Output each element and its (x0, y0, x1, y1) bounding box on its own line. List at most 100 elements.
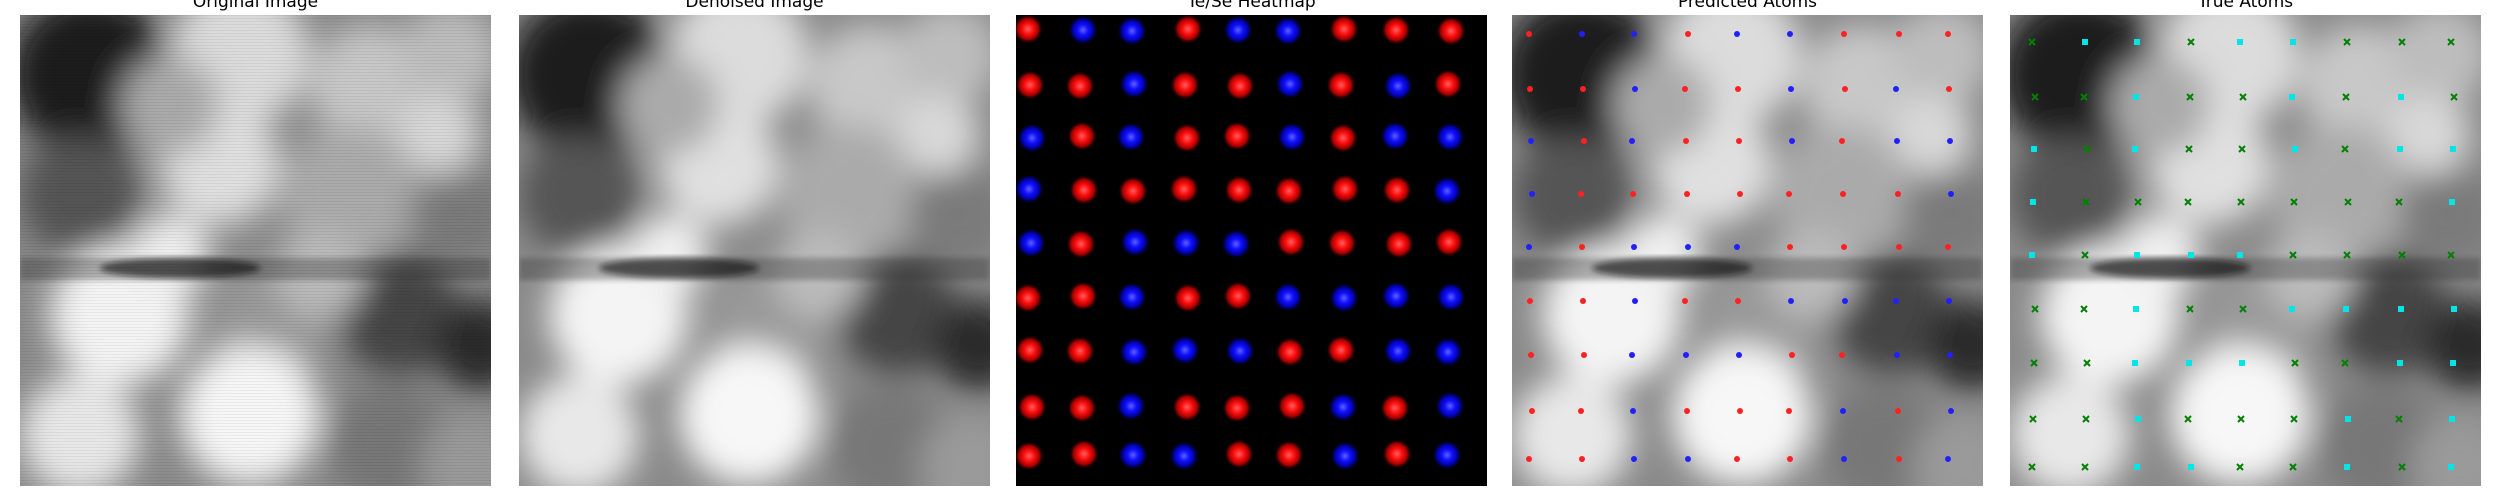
predicted-te-atom (1946, 86, 1952, 92)
te-heat-spot (1224, 175, 1254, 205)
predicted-te-atom (1945, 31, 1951, 37)
predicted-te-atom (1682, 86, 1688, 92)
te-heat-spot (1069, 439, 1099, 469)
te-heat-spot (1380, 393, 1410, 423)
predicted-te-atom (1526, 456, 1532, 462)
predicted-te-atom (1736, 138, 1742, 144)
true-te-atom (2237, 198, 2245, 206)
te-heat-spot (1016, 15, 1043, 44)
se-heat-spot (1273, 282, 1303, 312)
se-heat-spot (1433, 337, 1463, 367)
te-heat-spot (1328, 123, 1358, 153)
true-se-atom (2449, 416, 2455, 422)
predicted-se-atom (1840, 408, 1846, 414)
true-te-atom (2028, 38, 2036, 46)
true-se-atom (2398, 306, 2404, 312)
predicted-te-atom (1581, 138, 1587, 144)
true-te-atom (2343, 38, 2351, 46)
true-se-atom (2134, 39, 2140, 45)
predicted-te-atom (1895, 408, 1901, 414)
predicted-se-atom (1529, 191, 1535, 197)
true-te-atom (2447, 251, 2455, 259)
title-original: Original Image (192, 0, 319, 12)
predicted-se-atom (1893, 86, 1899, 92)
se-heat-spot (1223, 15, 1253, 45)
predicted-te-atom (1527, 86, 1533, 92)
te-heat-spot (1068, 281, 1098, 311)
predicted-te-atom (1684, 408, 1690, 414)
se-heat-spot (1016, 174, 1044, 204)
true-atoms-panel (2010, 15, 2481, 486)
true-te-atom (2395, 415, 2403, 423)
predicted-se-atom (1632, 86, 1638, 92)
te-heat-spot (1065, 336, 1095, 366)
true-te-atom (2083, 145, 2091, 153)
predicted-te-atom (1787, 456, 1793, 462)
predicted-se-atom (1629, 138, 1635, 144)
predicted-te-atom (1735, 298, 1741, 304)
te-heat-spot (1118, 176, 1148, 206)
true-se-atom (2345, 416, 2351, 422)
true-te-atom (2030, 359, 2038, 367)
true-te-atom (2450, 93, 2458, 101)
true-se-atom (2188, 464, 2194, 470)
true-se-atom (2134, 252, 2140, 258)
te-heat-spot (1069, 175, 1099, 205)
predicted-te-atom (1581, 352, 1587, 358)
original-image (20, 15, 491, 486)
predicted-se-atom (1947, 138, 1953, 144)
predicted-atoms-panel (1512, 15, 1983, 486)
predicted-se-atom (1842, 298, 1848, 304)
se-heat-spot (1116, 391, 1146, 421)
true-se-atom (2134, 464, 2140, 470)
true-se-atom (2289, 306, 2295, 312)
te-heat-spot (1326, 70, 1356, 100)
te-heat-spot (1326, 335, 1356, 365)
true-te-atom (2082, 415, 2090, 423)
predicted-se-atom (1945, 456, 1951, 462)
te-heat-spot (1433, 69, 1463, 99)
se-heat-spot (1435, 122, 1465, 152)
predicted-se-atom (1788, 86, 1794, 92)
true-te-atom (2237, 415, 2245, 423)
denoised-image (519, 15, 990, 486)
predicted-te-atom (1789, 352, 1795, 358)
predicted-se-atom (1685, 244, 1691, 250)
true-te-atom (2341, 145, 2349, 153)
true-te-atom (2239, 93, 2247, 101)
true-te-atom (2395, 198, 2403, 206)
se-heat-spot (1119, 337, 1149, 367)
predicted-se-atom (1947, 352, 1953, 358)
true-te-atom (2290, 415, 2298, 423)
true-te-atom (2289, 251, 2297, 259)
true-te-atom (2031, 93, 2039, 101)
true-te-atom (2184, 415, 2192, 423)
true-se-atom (2343, 306, 2349, 312)
se-heat-spot (1436, 282, 1466, 312)
se-heat-spot (1383, 336, 1413, 366)
true-se-atom (2449, 199, 2455, 205)
te-heat-spot (1016, 283, 1043, 313)
predicted-se-atom (1894, 352, 1900, 358)
predicted-se-atom (1893, 298, 1899, 304)
true-se-atom (2344, 464, 2350, 470)
true-te-atom (2290, 198, 2298, 206)
se-heat-spot (1273, 16, 1303, 46)
heatmap-panel (1016, 15, 1487, 486)
te-heat-spot (1329, 15, 1359, 44)
se-heat-spot (1275, 69, 1305, 99)
title-denoised: Denoised Image (685, 0, 824, 12)
te-heat-spot (1277, 391, 1307, 421)
predicted-se-atom (1629, 352, 1635, 358)
true-te-atom (2236, 463, 2244, 471)
predicted-te-atom (1786, 191, 1792, 197)
true-te-atom (2081, 251, 2089, 259)
predicted-se-atom (1683, 352, 1689, 358)
predicted-te-atom (1735, 86, 1741, 92)
true-te-atom (2080, 93, 2088, 101)
true-te-atom (2081, 463, 2089, 471)
te-heat-spot (1381, 15, 1411, 45)
predicted-se-atom (1736, 352, 1742, 358)
true-te-atom (2028, 463, 2036, 471)
predicted-te-atom (1896, 244, 1902, 250)
